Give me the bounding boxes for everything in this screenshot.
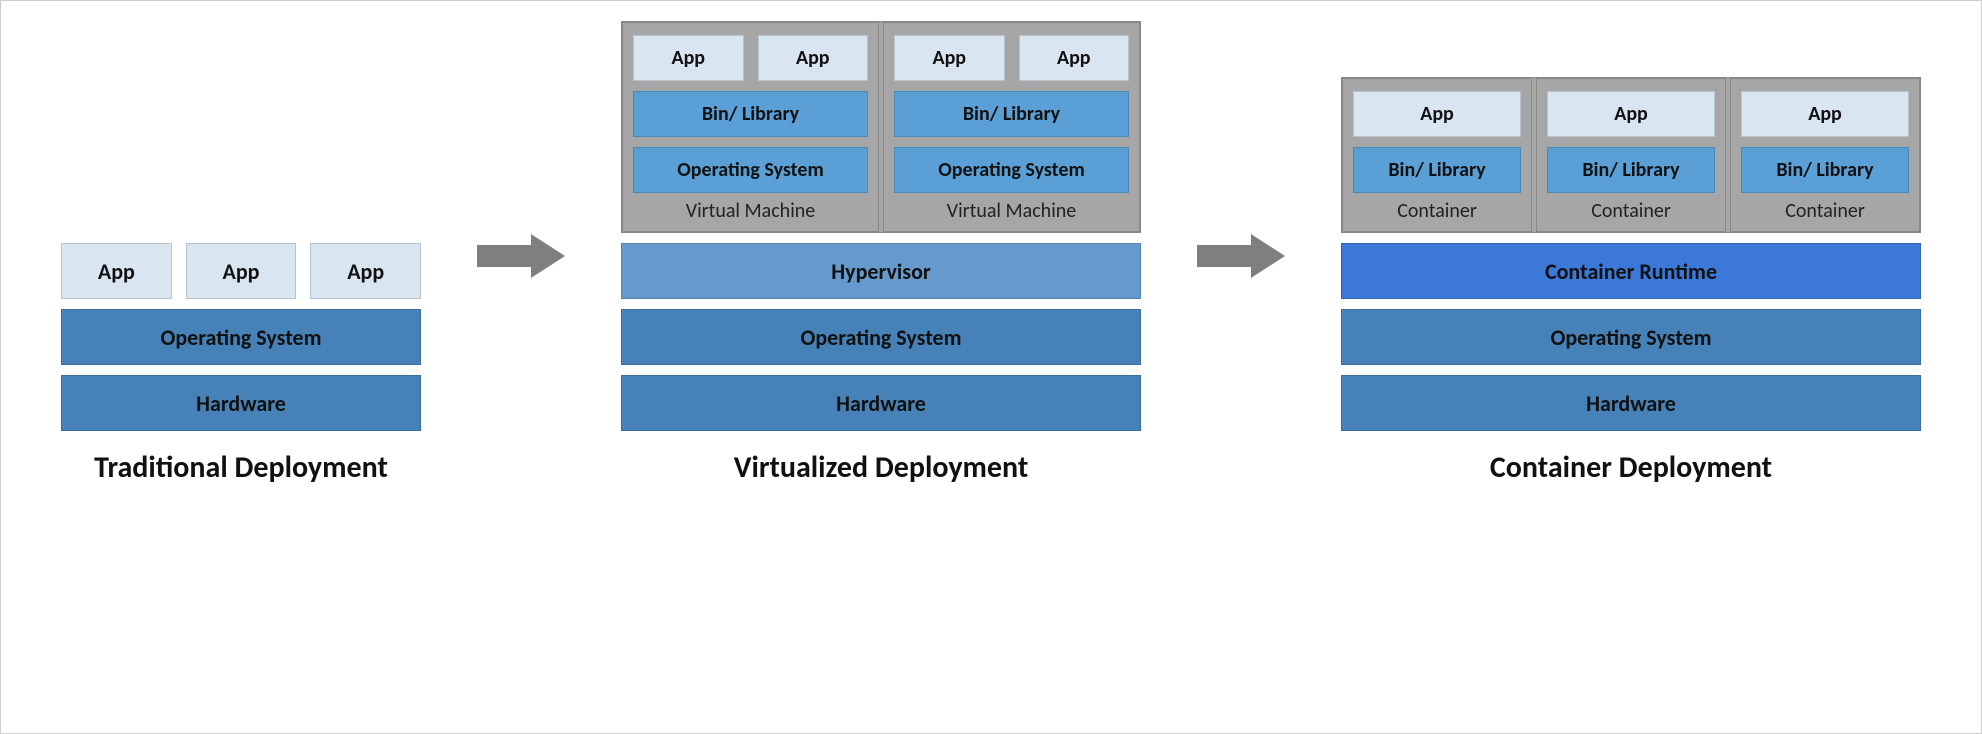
traditional-column: AppAppApp Operating SystemHardware Tradi…	[61, 243, 421, 486]
container-column: AppBin/ LibraryContainerAppBin/ LibraryC…	[1341, 77, 1921, 486]
vm-group: AppAppBin/ LibraryOperating SystemVirtua…	[621, 21, 1141, 233]
app-block: App	[310, 243, 421, 299]
columns-row: AppAppApp Operating SystemHardware Tradi…	[61, 21, 1921, 486]
container-group: AppBin/ LibraryContainerAppBin/ LibraryC…	[1341, 77, 1921, 233]
layer-block: Hardware	[61, 375, 421, 431]
container-cell: App Bin/ LibraryContainer	[1342, 78, 1532, 232]
layer-block: Hardware	[1341, 375, 1921, 431]
app-block: App	[758, 35, 869, 81]
vm-apps-row: App App	[633, 35, 868, 81]
container-caption: Container	[1741, 193, 1909, 223]
bin-library-block: Bin/ Library	[633, 91, 868, 137]
diagram-canvas: AppAppApp Operating SystemHardware Tradi…	[0, 0, 1982, 734]
vm-cell: App App Bin/ Library Operating SystemVirtua…	[622, 22, 879, 232]
arrow-right-icon	[1197, 234, 1285, 278]
app-block: App	[894, 35, 1005, 81]
layer-block: Operating System	[621, 309, 1141, 365]
layer-block: Hardware	[621, 375, 1141, 431]
virtualized-column: AppAppBin/ LibraryOperating SystemVirtua…	[621, 21, 1141, 486]
bin-library-block: Bin/ Library	[1353, 147, 1521, 193]
container-cell: App Bin/ LibraryContainer	[1536, 78, 1726, 232]
layer-block: Operating System	[61, 309, 421, 365]
vm-apps-row: App App	[894, 35, 1129, 81]
app-block: App	[186, 243, 297, 299]
bin-library-block: Bin/ Library	[1547, 147, 1715, 193]
arrow-1-wrap	[477, 66, 565, 486]
app-block: App	[61, 243, 172, 299]
traditional-apps-row: AppAppApp	[61, 243, 421, 299]
app-block: App	[1547, 91, 1715, 137]
bin-library-block: Bin/ Library	[894, 91, 1129, 137]
os-block: Operating System	[633, 147, 868, 193]
container-layers: Container Runtime Operating System Hardwar…	[1341, 233, 1921, 431]
vm-cell: App App Bin/ Library Operating SystemVirtua…	[883, 22, 1140, 232]
virtualized-layers: Hypervisor Operating System Hardware	[621, 233, 1141, 431]
app-block: App	[1741, 91, 1909, 137]
bin-library-block: Bin/ Library	[1741, 147, 1909, 193]
traditional-caption: Traditional Deployment	[61, 449, 421, 486]
vm-caption: Virtual Machine	[894, 193, 1129, 223]
container-cell: App Bin/ LibraryContainer	[1730, 78, 1920, 232]
vm-caption: Virtual Machine	[633, 193, 868, 223]
layer-block: Operating System	[1341, 309, 1921, 365]
container-caption: Container	[1353, 193, 1521, 223]
arrow-2-wrap	[1197, 66, 1285, 486]
app-block: App	[1019, 35, 1130, 81]
traditional-layers: Operating System Hardware	[61, 299, 421, 431]
layer-block: Hypervisor	[621, 243, 1141, 299]
arrow-right-icon	[477, 234, 565, 278]
os-block: Operating System	[894, 147, 1129, 193]
virtualized-caption: Virtualized Deployment	[621, 449, 1141, 486]
app-block: App	[1353, 91, 1521, 137]
layer-block: Container Runtime	[1341, 243, 1921, 299]
container-caption: Container	[1547, 193, 1715, 223]
container-caption: Container Deployment	[1341, 449, 1921, 486]
app-block: App	[633, 35, 744, 81]
